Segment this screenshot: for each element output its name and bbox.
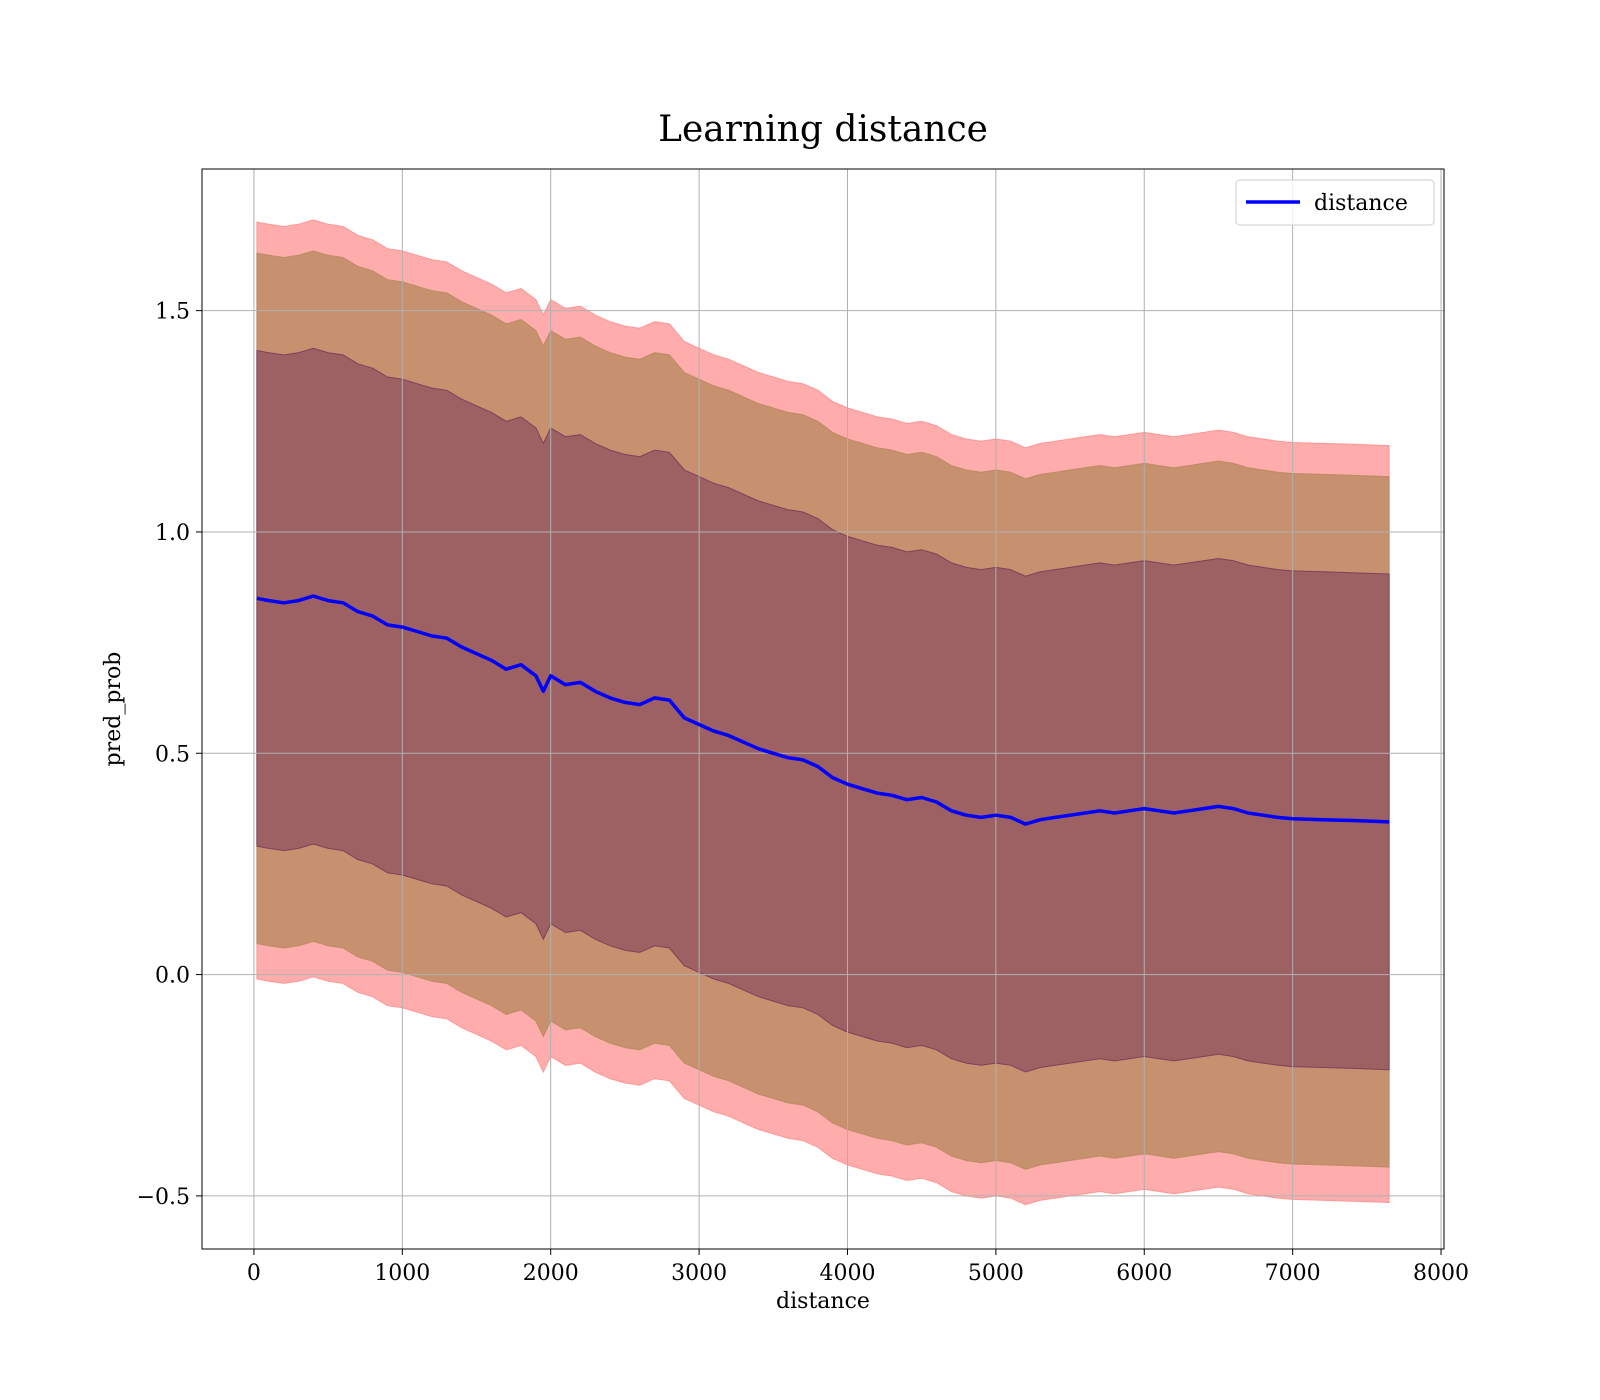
series-line-layer bbox=[256, 594, 1390, 826]
x-tick-label: 3000 bbox=[671, 1261, 727, 1286]
chart-title: Learning distance bbox=[658, 109, 988, 150]
legend: distance bbox=[1235, 179, 1435, 226]
x-tick-label: 6000 bbox=[1116, 1261, 1172, 1286]
x-tick-label: 0 bbox=[247, 1261, 261, 1286]
legend-label: distance bbox=[1314, 191, 1408, 216]
y-tick-label: 0.5 bbox=[155, 742, 190, 767]
y-tick-label: 0.0 bbox=[155, 964, 190, 989]
y-tick-label: −0.5 bbox=[137, 1185, 190, 1210]
band-inner bbox=[256, 347, 1390, 1073]
y-tick-label: 1.0 bbox=[155, 521, 190, 546]
x-tick-label: 1000 bbox=[374, 1261, 430, 1286]
x-tick-label: 4000 bbox=[819, 1261, 875, 1286]
plot-frame bbox=[201, 168, 1445, 1250]
x-tick-label: 2000 bbox=[523, 1261, 579, 1286]
x-tick-label: 5000 bbox=[968, 1261, 1024, 1286]
y-axis-label: pred_prob bbox=[101, 652, 126, 767]
x-tick-label: 8000 bbox=[1413, 1261, 1469, 1286]
series-line-distance bbox=[256, 594, 1390, 826]
grid bbox=[202, 169, 1444, 1249]
axes: 0 1000 2000 3000 4000 5000 6000 7000 8000 −0.5 0.0… bbox=[137, 168, 1469, 1286]
confidence-bands bbox=[256, 219, 1390, 1206]
x-tick-label: 7000 bbox=[1265, 1261, 1321, 1286]
legend-box bbox=[1235, 179, 1435, 226]
y-tick-label: 1.5 bbox=[155, 300, 190, 325]
x-axis-label: distance bbox=[776, 1289, 870, 1314]
